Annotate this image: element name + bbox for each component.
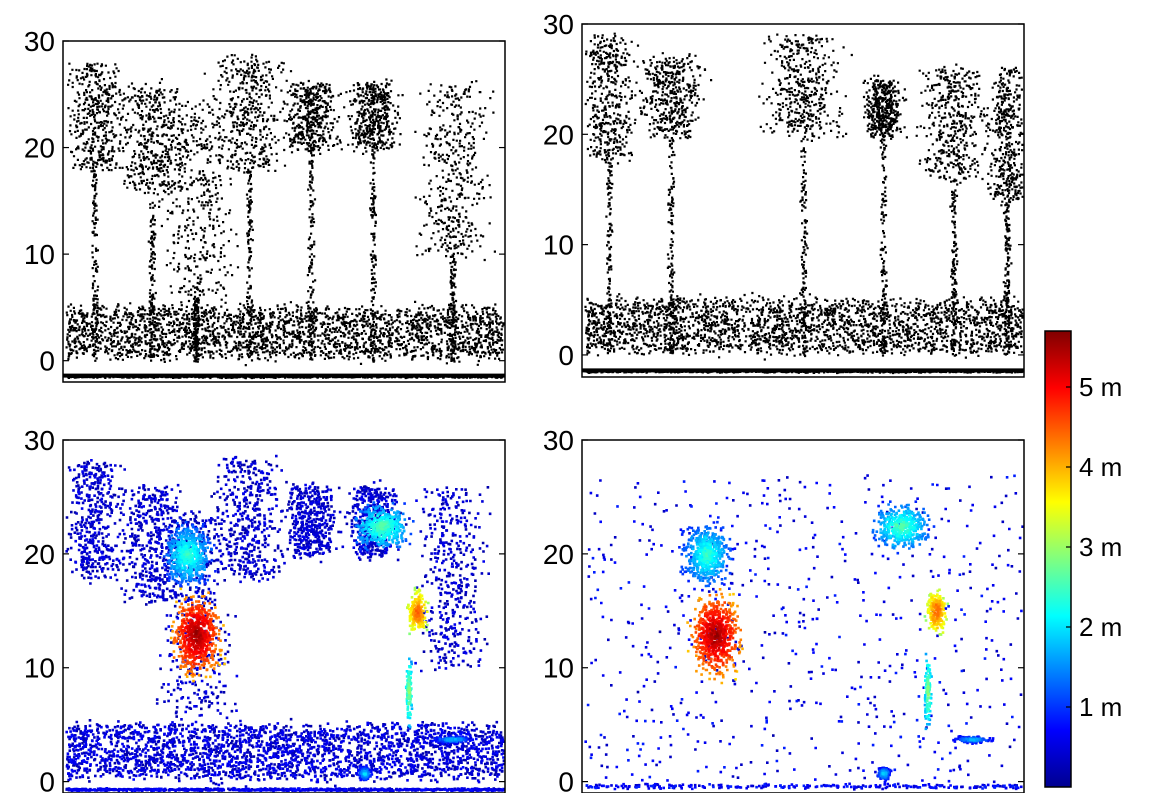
y-tick-label: 20 — [543, 539, 574, 570]
y-tick-label: 0 — [39, 767, 55, 793]
scatter-points — [709, 625, 723, 646]
y-tick-label: 20 — [24, 539, 55, 570]
scatter-points — [681, 505, 983, 778]
scatter-points — [584, 32, 1024, 375]
scatter-points — [589, 480, 1023, 791]
y-tick-label: 0 — [558, 767, 574, 793]
colorbar-tick-label: 5 m — [1079, 372, 1122, 402]
y-tick-label: 30 — [24, 26, 55, 57]
scatter-points — [407, 632, 411, 694]
scatter-points — [686, 503, 982, 779]
panel-top-left: 0 10 20 30 — [24, 26, 506, 383]
scatter-points — [699, 605, 735, 665]
scatter-points — [734, 596, 945, 681]
scatter-points — [194, 629, 198, 635]
colorbar-tick-label: 2 m — [1079, 612, 1122, 642]
colorbar: 1 m 2 m 3 m 4 m 5 m — [1044, 330, 1122, 788]
scatter-points — [593, 475, 1024, 791]
y-tick-label: 10 — [24, 239, 55, 270]
plot-frame — [62, 439, 506, 793]
scatter-points — [409, 595, 426, 629]
ground-line — [582, 368, 1024, 373]
scatter-points — [585, 474, 1018, 790]
scatter-points — [924, 594, 950, 697]
panel-bottom-right: 0 10 20 30 — [543, 425, 1025, 793]
panel-bottom-left: 0 10 20 30 — [24, 425, 506, 793]
scatter-points — [65, 460, 506, 793]
scatter-points — [697, 513, 932, 718]
y-tick-label: 10 — [543, 653, 574, 684]
scatter-points — [693, 600, 738, 670]
panel-top-right: 0 10 20 30 — [543, 9, 1025, 378]
colorbar-tick-label: 4 m — [1079, 452, 1122, 482]
scatter-points — [168, 501, 465, 780]
y-tick-label: 30 — [24, 425, 55, 456]
y-tick-label: 30 — [543, 9, 574, 40]
colorbar-gradient — [1044, 330, 1072, 788]
scatter-points — [714, 632, 720, 638]
scatter-points — [65, 454, 506, 793]
y-tick-label: 20 — [24, 133, 55, 164]
scatter-points — [65, 456, 505, 793]
colorbar-tick-label: 3 m — [1079, 532, 1122, 562]
y-tick-label: 0 — [558, 340, 574, 371]
ground-line — [63, 373, 505, 378]
y-tick-label: 10 — [24, 653, 55, 684]
scatter-points — [65, 53, 505, 380]
y-tick-label: 20 — [543, 119, 574, 150]
y-tick-label: 0 — [39, 346, 55, 377]
scatter-points — [406, 589, 422, 610]
y-tick-label: 10 — [543, 230, 574, 261]
plot-frame — [581, 23, 1025, 378]
plot-frame — [581, 439, 1025, 793]
y-tick-label: 30 — [543, 425, 574, 456]
scatter-points — [406, 588, 429, 629]
plot-frame — [62, 40, 506, 383]
colorbar-tick-label: 1 m — [1079, 692, 1122, 722]
scatter-points — [702, 518, 931, 711]
scatter-points — [407, 588, 427, 631]
